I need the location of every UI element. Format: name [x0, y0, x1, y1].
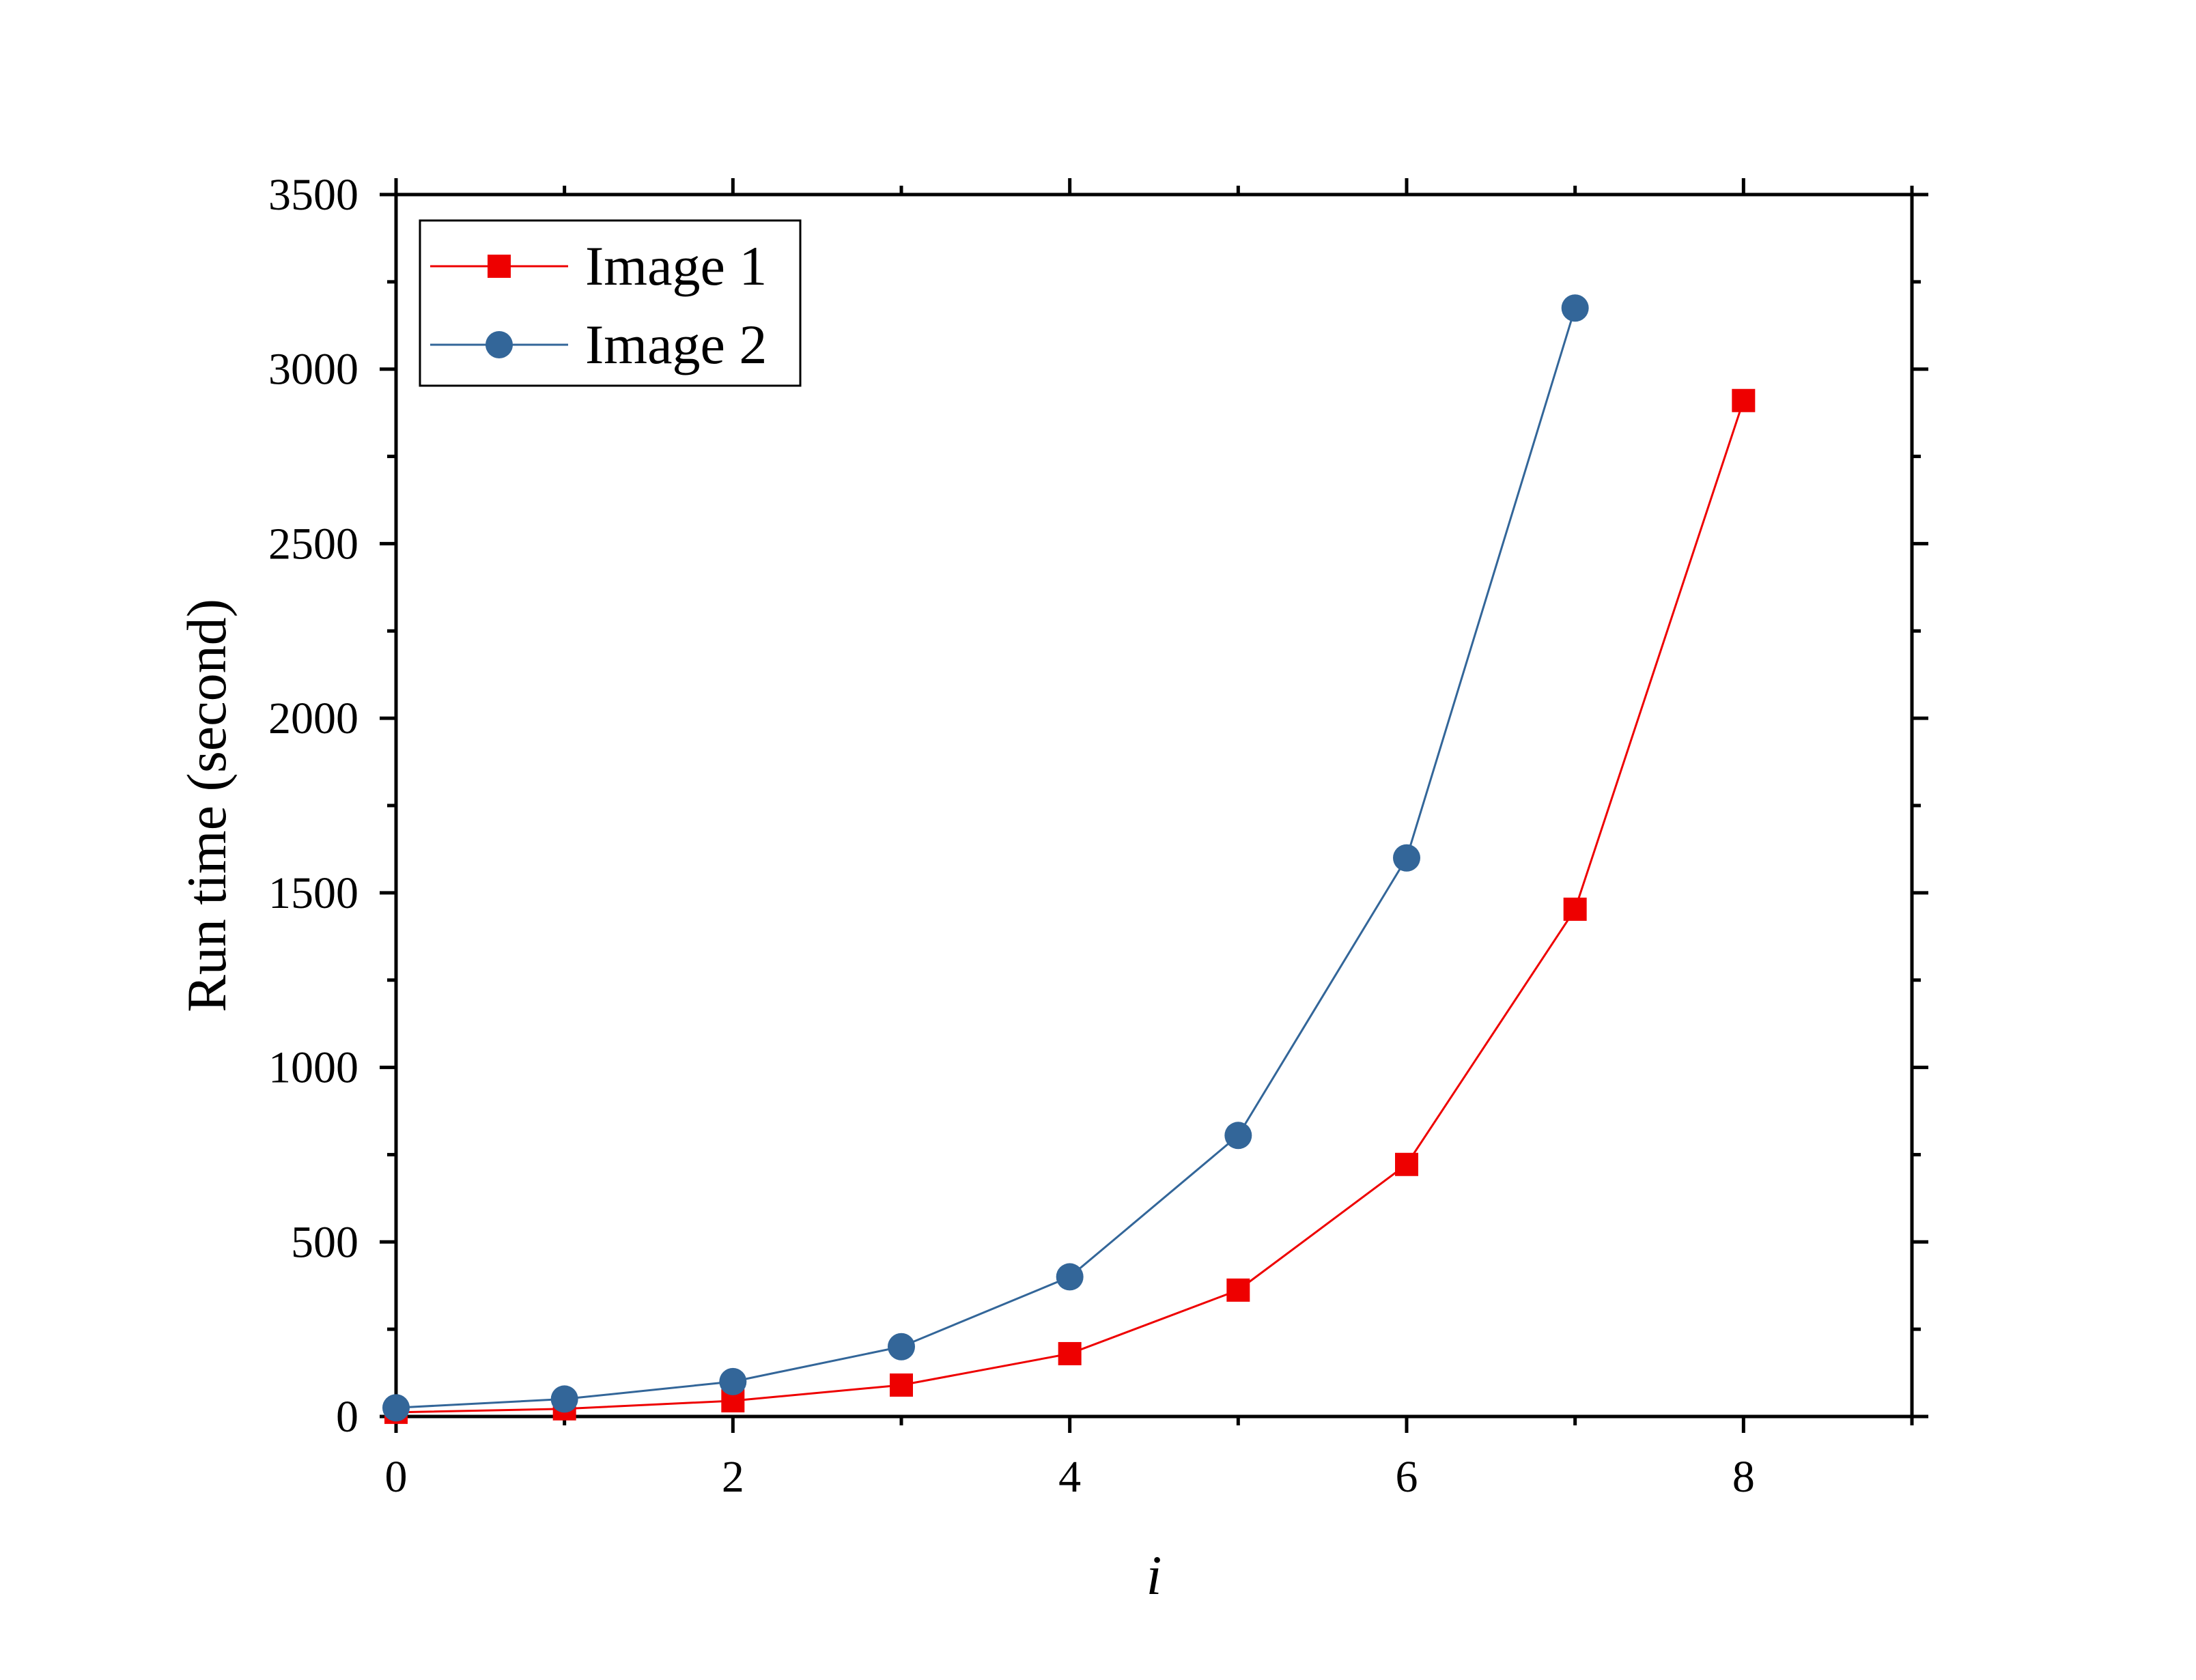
data-point: [1393, 844, 1420, 872]
data-point: [1226, 1278, 1250, 1302]
legend-entry: Image 2: [430, 313, 767, 375]
data-point: [1563, 897, 1587, 921]
x-tick-label: 2: [722, 1452, 744, 1502]
data-point: [719, 1367, 747, 1395]
data-point: [1732, 388, 1756, 412]
x-tick-label: 0: [385, 1452, 408, 1502]
series-line: [395, 400, 1745, 1414]
x-tick-label: 8: [1732, 1452, 1755, 1502]
data-point: [550, 1385, 578, 1413]
x-tick-label: 4: [1058, 1452, 1081, 1502]
y-tick-label: 3000: [268, 345, 358, 395]
x-axis-title: i: [1146, 1544, 1162, 1606]
y-tick-label: 3500: [268, 170, 358, 220]
data-point: [1056, 1263, 1084, 1291]
y-axis-tick-labels: 0 500 1000 1500 2000 2500 3000 3500: [268, 170, 358, 1442]
legend-entries: Image 1 Image 2: [430, 235, 767, 375]
series-2: [382, 294, 1589, 1422]
legend-marker: [488, 255, 511, 278]
x-tick-label: 6: [1396, 1452, 1418, 1502]
legend: Image 1 Image 2: [419, 219, 802, 387]
y-tick-label: 2000: [268, 694, 358, 743]
series-layer: [382, 294, 1756, 1424]
y-tick-label: 1500: [268, 868, 358, 918]
data-point: [888, 1333, 915, 1361]
y-tick-label: 2500: [268, 519, 358, 569]
data-point: [1224, 1122, 1252, 1150]
legend-label: Image 1: [585, 235, 767, 297]
legend-label: Image 2: [585, 313, 767, 375]
y-axis-title: Run time (second): [175, 599, 238, 1012]
data-point: [1395, 1152, 1418, 1176]
series-1: [384, 388, 1756, 1424]
legend-entry: Image 1: [430, 235, 767, 297]
x-axis-ticks: [394, 178, 1914, 1433]
legend-marker: [485, 331, 513, 358]
y-tick-label: 1000: [268, 1043, 358, 1093]
y-tick-label: 500: [291, 1217, 358, 1267]
data-point: [1058, 1341, 1082, 1365]
data-point: [1561, 294, 1589, 322]
x-axis-tick-labels: 0 2 4 6 8: [385, 1452, 1755, 1502]
legend-box: [419, 219, 802, 387]
series-line: [395, 307, 1577, 1409]
data-point: [382, 1394, 410, 1422]
data-point: [890, 1373, 913, 1397]
y-tick-label: 0: [336, 1392, 358, 1442]
